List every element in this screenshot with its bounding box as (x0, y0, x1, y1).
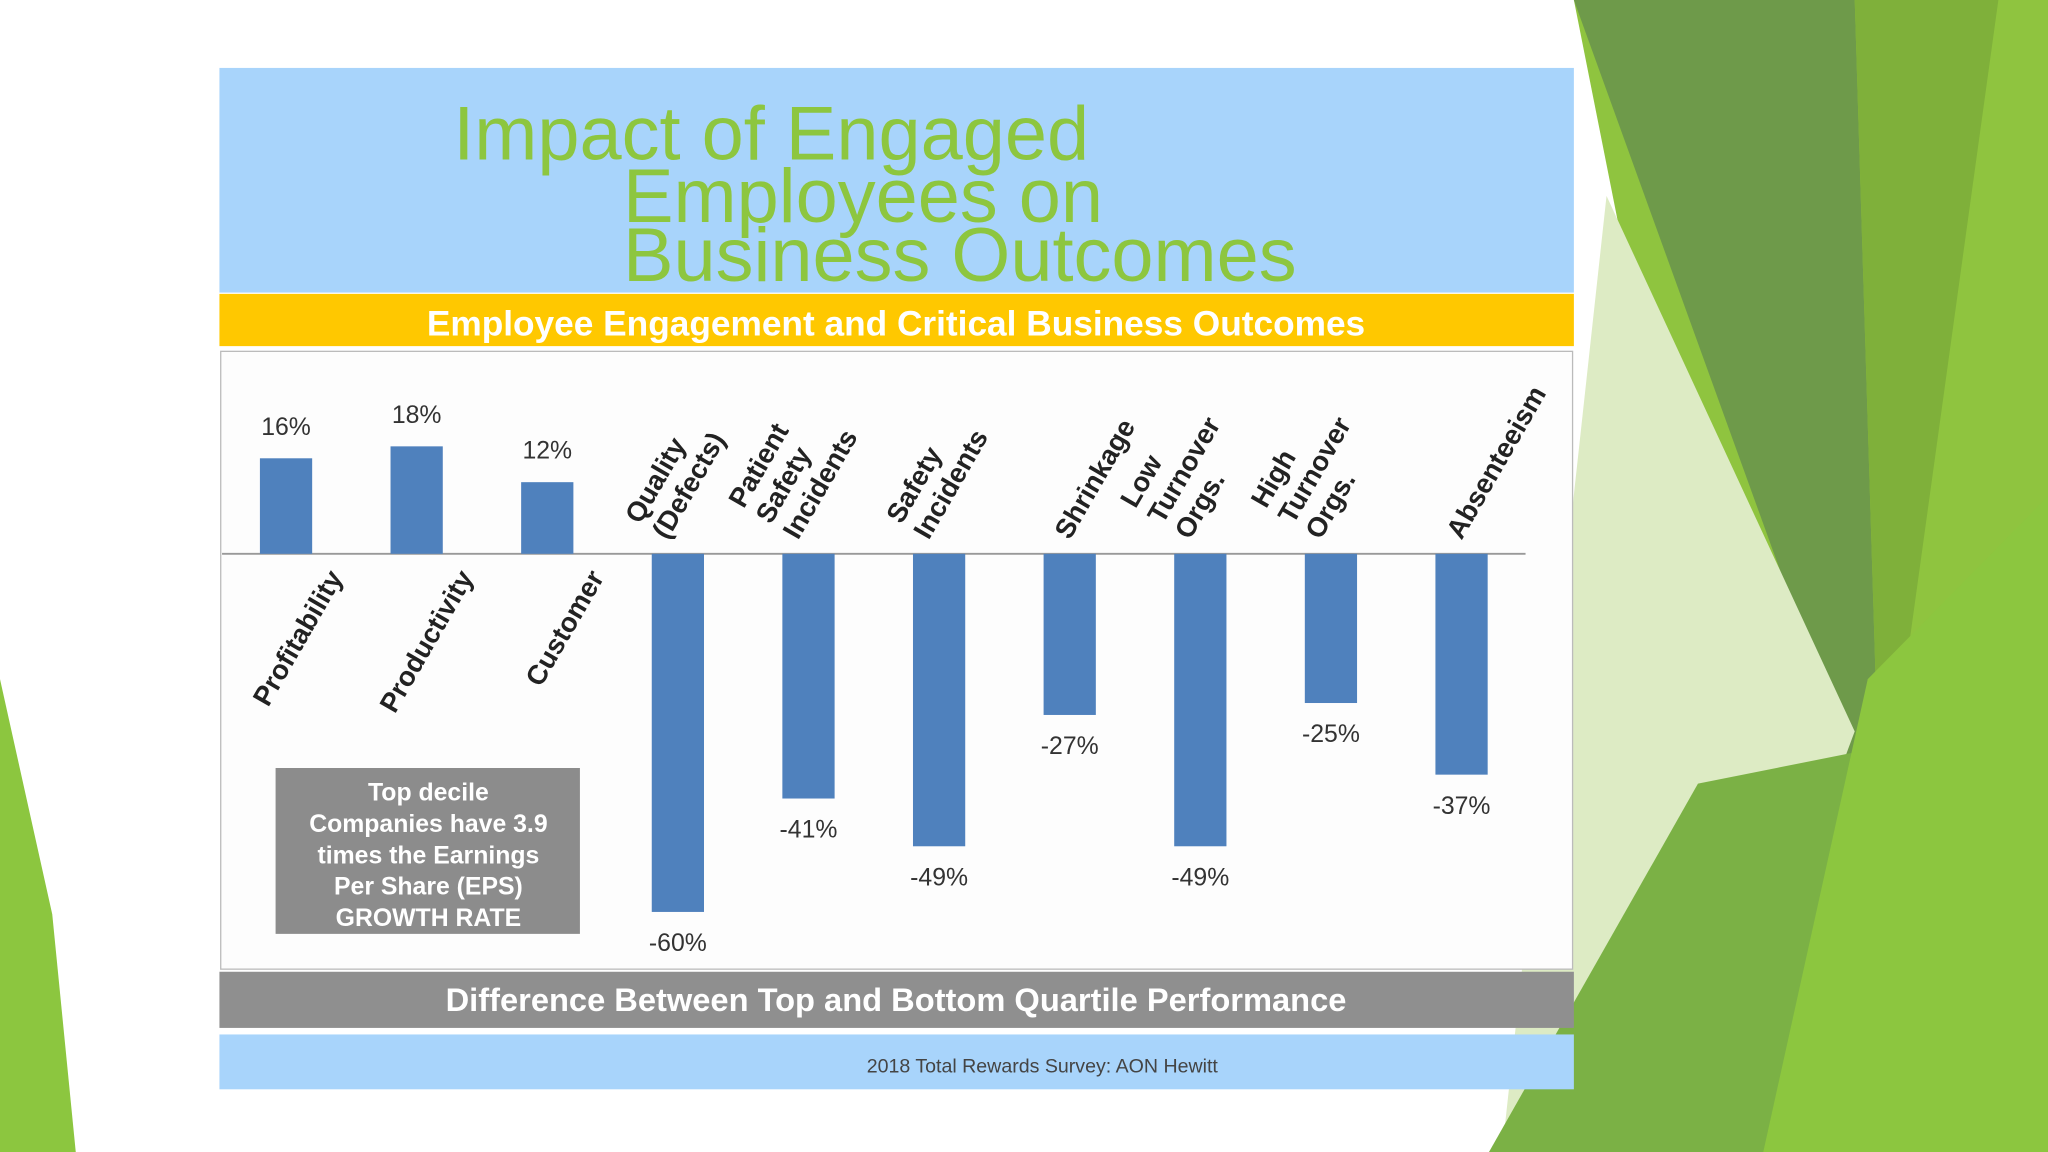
bar (1043, 553, 1096, 715)
bar (651, 553, 704, 912)
annotation-line: Per Share (EPS) (334, 874, 523, 901)
bar (390, 446, 443, 554)
annotation-line: Companies have 3.9 (309, 811, 547, 838)
bar (521, 482, 574, 554)
value-label: -25% (1302, 721, 1360, 748)
title-line: Employees on (623, 154, 1103, 239)
bar (1174, 553, 1227, 847)
value-label: 12% (522, 438, 572, 465)
annotation-line: times the Earnings (317, 842, 539, 869)
bar (1304, 553, 1358, 704)
annotation-box (275, 768, 580, 934)
annotation: Top decile Companies have 3.9 times the Ea… (309, 780, 547, 932)
source: 2018 Total Rewards Survey: AON Hewitt (867, 1055, 1219, 1077)
value-label: -41% (780, 817, 838, 844)
value-label: -49% (1171, 864, 1229, 891)
value-label: 16% (261, 414, 311, 441)
subtitle-band (219, 293, 1574, 347)
value-label: -49% (910, 864, 968, 891)
x-label: Difference Between Top and Bottom Quarti… (446, 981, 1347, 1018)
value-label: 18% (392, 402, 442, 429)
title-line: Business Outcomes (623, 213, 1297, 298)
title-panel (219, 67, 1574, 293)
value-label: -27% (1041, 733, 1099, 760)
title-line: Impact of Engaged (453, 91, 1089, 176)
x-label-band (219, 971, 1574, 1028)
value-label: -60% (649, 930, 707, 957)
bar (782, 553, 835, 799)
bar (259, 458, 313, 554)
subtitle: Employee Engagement and Critical Busines… (427, 305, 1365, 344)
source-band (219, 1034, 1574, 1090)
value-label: -37% (1433, 793, 1491, 820)
bar (1435, 553, 1488, 775)
bar (912, 553, 966, 847)
annotation-line: GROWTH RATE (336, 905, 522, 932)
annotation-line: Top decile (368, 780, 489, 807)
